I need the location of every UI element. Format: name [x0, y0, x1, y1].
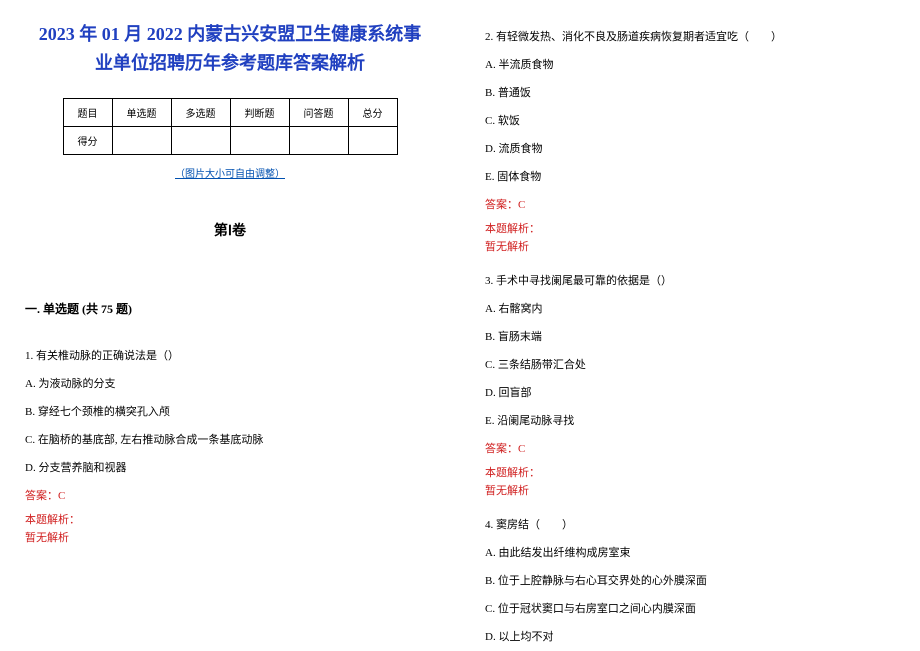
table-cell [112, 126, 171, 154]
table-row: 得分 [63, 126, 397, 154]
table-cell [348, 126, 397, 154]
option-d: D. 回盲部 [485, 384, 895, 400]
table-header: 多选题 [171, 98, 230, 126]
option-e: E. 沿阑尾动脉寻找 [485, 412, 895, 428]
option-a: A. 为液动脉的分支 [25, 375, 435, 391]
analysis-label: 本题解析： [485, 464, 895, 480]
table-cell [171, 126, 230, 154]
score-table: 题目 单选题 多选题 判断题 问答题 总分 得分 [63, 98, 398, 155]
option-c: C. 三条结肠带汇合处 [485, 356, 895, 372]
table-header: 题目 [63, 98, 112, 126]
analysis-label: 本题解析： [25, 511, 435, 527]
option-b: B. 位于上腔静脉与右心耳交界处的心外膜深面 [485, 572, 895, 588]
question-stem: 2. 有轻微发热、消化不良及肠道疾病恢复期者适宜吃（ ） [485, 28, 895, 44]
analysis-text: 暂无解析 [485, 482, 895, 498]
option-b: B. 穿经七个颈椎的横突孔入颅 [25, 403, 435, 419]
answer-text: 答案：C [485, 196, 895, 212]
title-line-1: 2023 年 01 月 2022 内蒙古兴安盟卫生健康系统事 [25, 20, 435, 49]
table-cell: 得分 [63, 126, 112, 154]
answer-text: 答案：C [485, 440, 895, 456]
analysis-text: 暂无解析 [485, 238, 895, 254]
main-title: 2023 年 01 月 2022 内蒙古兴安盟卫生健康系统事 业单位招聘历年参考… [25, 20, 435, 78]
option-c: C. 在脑桥的基底部, 左右推动脉合成一条基底动脉 [25, 431, 435, 447]
question-stem: 1. 有关椎动脉的正确说法是（） [25, 347, 435, 363]
question-4: 4. 窦房结（ ） A. 由此结发出纤维构成房室束 B. 位于上腔静脉与右心耳交… [485, 516, 895, 644]
question-2: 2. 有轻微发热、消化不良及肠道疾病恢复期者适宜吃（ ） A. 半流质食物 B.… [485, 28, 895, 254]
title-line-2: 业单位招聘历年参考题库答案解析 [25, 49, 435, 78]
question-stem: 3. 手术中寻找阑尾最可靠的依据是（） [485, 272, 895, 288]
option-d: D. 分支营养脑和视器 [25, 459, 435, 475]
analysis-label: 本题解析： [485, 220, 895, 236]
option-c: C. 软饭 [485, 112, 895, 128]
table-row: 题目 单选题 多选题 判断题 问答题 总分 [63, 98, 397, 126]
question-stem: 4. 窦房结（ ） [485, 516, 895, 532]
option-a: A. 半流质食物 [485, 56, 895, 72]
option-b: B. 盲肠末端 [485, 328, 895, 344]
option-d: D. 以上均不对 [485, 628, 895, 644]
table-header: 总分 [348, 98, 397, 126]
table-header: 问答题 [289, 98, 348, 126]
question-3: 3. 手术中寻找阑尾最可靠的依据是（） A. 右髂窝内 B. 盲肠末端 C. 三… [485, 272, 895, 498]
table-header: 单选题 [112, 98, 171, 126]
question-1: 1. 有关椎动脉的正确说法是（） A. 为液动脉的分支 B. 穿经七个颈椎的横突… [25, 347, 435, 545]
volume-title: 第Ⅰ卷 [25, 220, 435, 240]
table-header: 判断题 [230, 98, 289, 126]
answer-text: 答案：C [25, 487, 435, 503]
table-cell [289, 126, 348, 154]
table-cell [230, 126, 289, 154]
option-a: A. 由此结发出纤维构成房室束 [485, 544, 895, 560]
option-d: D. 流质食物 [485, 140, 895, 156]
option-e: E. 固体食物 [485, 168, 895, 184]
option-a: A. 右髂窝内 [485, 300, 895, 316]
option-c: C. 位于冠状窦口与右房室口之间心内膜深面 [485, 600, 895, 616]
section-title: 一. 单选题 (共 75 题) [25, 300, 435, 317]
option-b: B. 普通饭 [485, 84, 895, 100]
image-hint: （图片大小可自由调整） [25, 165, 435, 180]
analysis-text: 暂无解析 [25, 529, 435, 545]
